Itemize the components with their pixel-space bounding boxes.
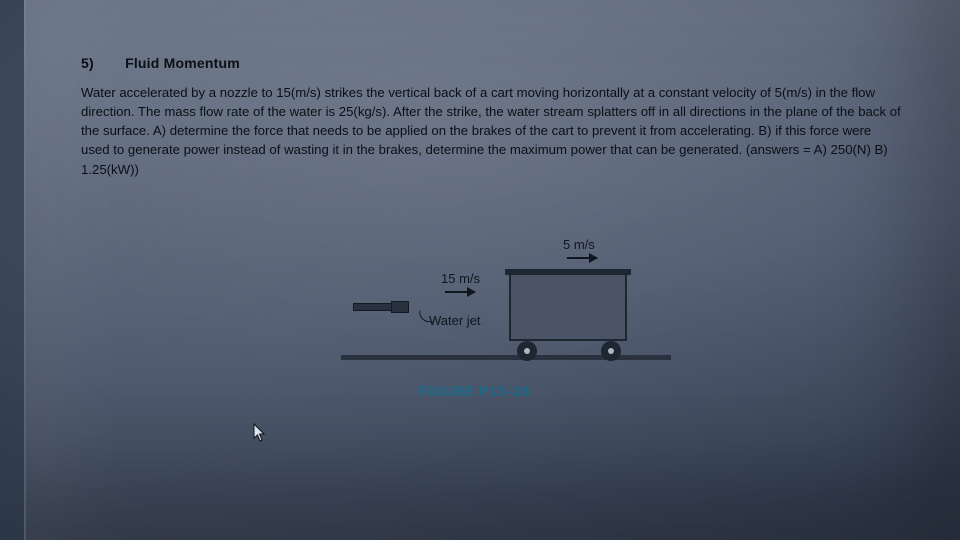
jet-velocity-label: 15 m/s	[441, 271, 480, 286]
jet-velocity-arrow-icon	[445, 291, 475, 293]
cart-velocity-label: 5 m/s	[563, 237, 595, 252]
cart-wheel-right	[601, 341, 621, 361]
document-page: 5) Fluid Momentum Water accelerated by a…	[24, 0, 960, 540]
ground-line	[341, 355, 671, 360]
problem-block: 5) Fluid Momentum Water accelerated by a…	[81, 55, 920, 179]
cart-body	[509, 273, 627, 341]
figure-p13-28: 15 m/s 5 m/s Water jet FIGURE P13–28	[341, 215, 671, 405]
mouse-cursor-icon	[253, 423, 267, 443]
cart-wheel-left	[517, 341, 537, 361]
cart-velocity-arrow-icon	[567, 257, 597, 259]
figure-caption: FIGURE P13–28	[419, 383, 531, 399]
problem-heading: 5) Fluid Momentum	[81, 55, 920, 71]
water-jet-label: Water jet	[429, 313, 481, 328]
problem-title: Fluid Momentum	[125, 55, 240, 71]
problem-number: 5)	[81, 55, 121, 71]
nozzle	[353, 301, 407, 311]
problem-text: Water accelerated by a nozzle to 15(m/s)…	[81, 83, 901, 179]
